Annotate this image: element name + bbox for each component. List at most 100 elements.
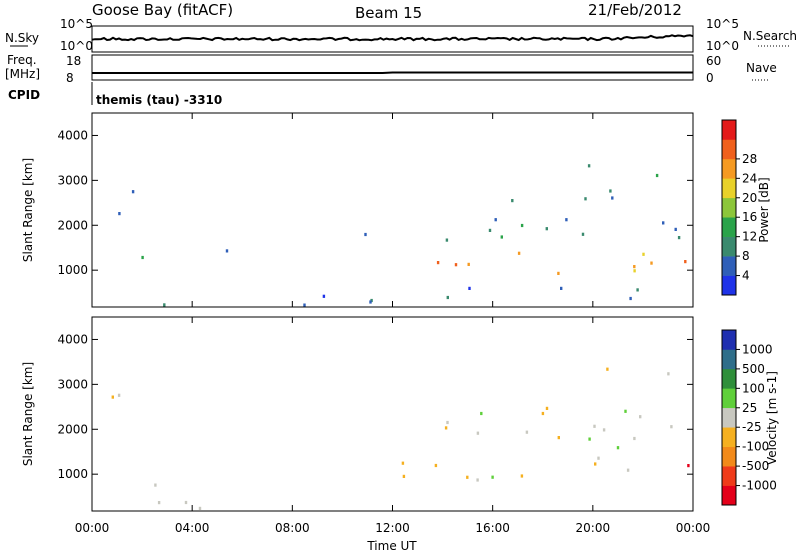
heatmap-cell: [639, 415, 642, 419]
heatmap-cell: [434, 463, 438, 468]
heatmap-cell: [364, 232, 367, 237]
nave-tick-bottom: 0: [706, 71, 714, 85]
heatmap-cell: [616, 446, 620, 450]
heatmap-cell: [494, 218, 497, 222]
heatmap-cell: [436, 261, 440, 265]
nsky-tick-bottom-value: 10^0: [60, 39, 93, 53]
heatmap-cell: [520, 474, 524, 478]
power-y-axis-label: Slant Range [km]: [21, 158, 35, 262]
freq-label: Freq.: [7, 53, 37, 67]
heatmap-cell: [667, 372, 670, 376]
heatmap-cell: [593, 424, 596, 428]
nsky-tick-top: 10^5: [60, 17, 93, 31]
colorbar-swatch: [722, 349, 736, 370]
heatmap-cell: [454, 263, 458, 267]
heatmap-cell: [225, 249, 229, 253]
colorbar-tick-label: 4: [742, 269, 750, 283]
power-panel-frame: [91, 112, 694, 308]
freq-unit-label: [MHz]: [5, 67, 40, 81]
heatmap-cell: [597, 456, 600, 460]
date-title: 21/Feb/2012: [588, 1, 682, 19]
velocity-y-axis: 1000 2000 3000 4000: [57, 332, 693, 481]
colorbar-swatch: [722, 236, 736, 257]
nave-tick-top: 60: [706, 54, 721, 68]
heatmap-cell: [476, 431, 480, 435]
heatmap-cell: [303, 303, 306, 307]
x-tick-label: 04:00: [175, 521, 210, 535]
colorbar-tick-label: 8: [742, 249, 750, 263]
colorbar-tick-label: 28: [742, 152, 757, 166]
heatmap-cell: [557, 436, 560, 440]
colorbar-swatch: [722, 256, 736, 276]
colorbar-tick-label: -1000: [742, 479, 777, 493]
heatmap-cell: [111, 395, 114, 399]
heatmap-cell: [480, 411, 483, 416]
heatmap-cell: [520, 223, 524, 228]
colorbar-tick-label: 20: [742, 191, 757, 205]
heatmap-cell: [541, 411, 545, 416]
nsky-label: N.Sky: [5, 31, 39, 45]
heatmap-cell: [584, 197, 587, 201]
beam-title: Beam 15: [355, 4, 422, 22]
colorbar-tick-label: -100: [742, 440, 769, 454]
freq-tick-bottom: 8: [66, 71, 74, 85]
colorbar-tick-label: 24: [742, 171, 757, 185]
y-tick-label: 4000: [57, 128, 88, 142]
x-tick-label: 12:00: [375, 521, 410, 535]
heatmap-cell: [198, 506, 202, 510]
heatmap-cell: [141, 255, 144, 260]
heatmap-cell: [511, 199, 514, 203]
colorbar-swatch: [722, 197, 736, 218]
heatmap-cell: [401, 461, 405, 465]
heatmap-cell: [467, 262, 470, 266]
colorbar-swatch: [722, 368, 736, 389]
freq-tick-top: 18: [66, 54, 81, 68]
heatmap-cell: [545, 227, 548, 231]
heatmap-cell: [662, 221, 665, 225]
x-tick-label: 00:00: [676, 521, 711, 535]
heatmap-cell: [560, 286, 563, 290]
y-tick-label: 3000: [57, 173, 88, 187]
colorbar-swatch: [722, 427, 736, 447]
heatmap-cell: [557, 271, 560, 275]
nsearch-label: N.Search: [743, 29, 797, 43]
x-tick-label: 00:00: [75, 521, 110, 535]
colorbar-swatch: [722, 407, 736, 428]
x-axis-label: Time UT: [366, 539, 417, 553]
nsearch-tick-bottom: 10^0: [706, 39, 739, 53]
time-x-axis: 00:00 04:00 08:00 12:00 16:00 20:00 00:00: [75, 113, 711, 535]
colorbar-swatch: [722, 139, 736, 160]
cpid-label: CPID: [8, 88, 40, 102]
heatmap-cell: [626, 468, 630, 472]
y-tick-label: 4000: [57, 332, 88, 346]
heatmap-cell: [588, 437, 591, 441]
heatmap-cell: [445, 238, 449, 242]
colorbar-tick-label: 12: [742, 230, 757, 244]
colorbar-frame: [721, 329, 737, 506]
heatmap-cell: [629, 296, 632, 301]
colorbar-tick-label: -25: [742, 420, 762, 434]
heatmap-cell: [444, 426, 448, 430]
cpid-text: themis (tau) -3310: [96, 93, 222, 107]
heatmap-cell: [655, 173, 659, 178]
nsky-series-line: [91, 34, 694, 42]
heatmap-cell: [163, 303, 166, 307]
heatmap-cell: [633, 436, 636, 441]
colorbar-tick-label: 25: [742, 401, 757, 415]
power-colorbar: 4 8 12 16 20 24 28: [721, 119, 757, 296]
heatmap-cell: [446, 295, 449, 300]
y-tick-label: 2000: [57, 422, 88, 436]
y-tick-label: 1000: [57, 467, 88, 481]
heatmap-cell: [633, 265, 636, 269]
heatmap-cell: [650, 261, 653, 265]
y-tick-label: 1000: [57, 263, 88, 277]
heatmap-cell: [157, 501, 161, 505]
heatmap-cell: [602, 428, 606, 432]
colorbar-swatch: [722, 446, 736, 467]
nave-label: Nave: [746, 61, 777, 75]
velocity-colorbar: 1000 500 100 25 -25 -100 -500 -1000: [721, 329, 777, 506]
velocity-panel-frame: [91, 316, 694, 512]
colorbar-tick-label: -500: [742, 459, 769, 473]
colorbar-tick-label: 1000: [742, 342, 773, 356]
